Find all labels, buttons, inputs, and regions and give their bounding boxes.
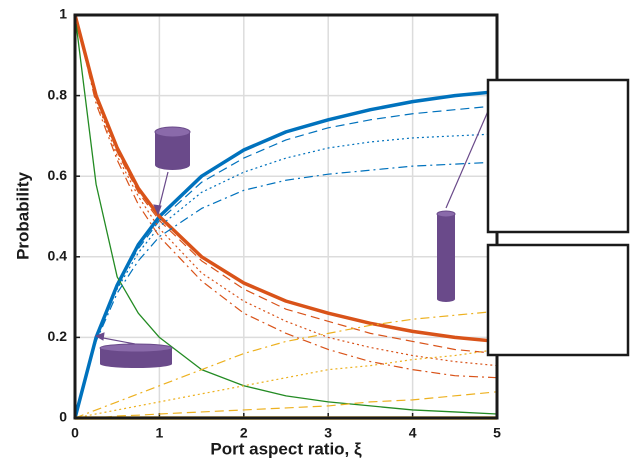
y-tick-label: 0.4: [48, 248, 68, 264]
series-line: [74, 14, 498, 367]
cylinder-top: [436, 210, 456, 218]
y-axis-label: Probability: [13, 172, 32, 260]
x-tick-label: 5: [493, 425, 501, 441]
cylinder-body: [100, 348, 172, 364]
cylinder-top: [154, 126, 191, 138]
arrow: [97, 336, 136, 345]
y-tick-label: 1: [59, 6, 67, 22]
arrowhead: [94, 332, 105, 341]
x-tick-label: 4: [409, 425, 417, 441]
y-tick-label: 0: [59, 409, 67, 425]
x-tick-label: 2: [240, 425, 248, 441]
arrowhead: [153, 204, 162, 216]
series-line: [74, 133, 498, 419]
y-tick-label: 0.6: [48, 167, 68, 183]
x-tick-label: 0: [71, 425, 79, 441]
cylinder-top: [99, 343, 173, 353]
series-line: [74, 14, 498, 379]
series-line: [74, 348, 498, 419]
series-line: [74, 105, 498, 419]
cylinder-body: [437, 214, 455, 299]
series-line: [74, 310, 498, 419]
y-tick-label: 0.2: [48, 328, 68, 344]
legend-box: [486, 78, 630, 234]
series-line: [74, 161, 498, 419]
x-axis-label: Port aspect ratio, ξ: [210, 439, 362, 458]
series-line: [75, 391, 498, 419]
series-line: [73, 14, 498, 344]
cylinder-bottom: [155, 160, 190, 170]
series-line: [73, 89, 498, 419]
y-tick-label: 0.8: [48, 86, 68, 102]
cylinder-bottom: [100, 360, 172, 368]
style-legend-box: [486, 243, 630, 357]
x-tick-label: 3: [324, 425, 332, 441]
x-tick-label: 1: [156, 425, 164, 441]
cylinder-bottom: [437, 296, 455, 302]
series-line: [74, 14, 498, 355]
